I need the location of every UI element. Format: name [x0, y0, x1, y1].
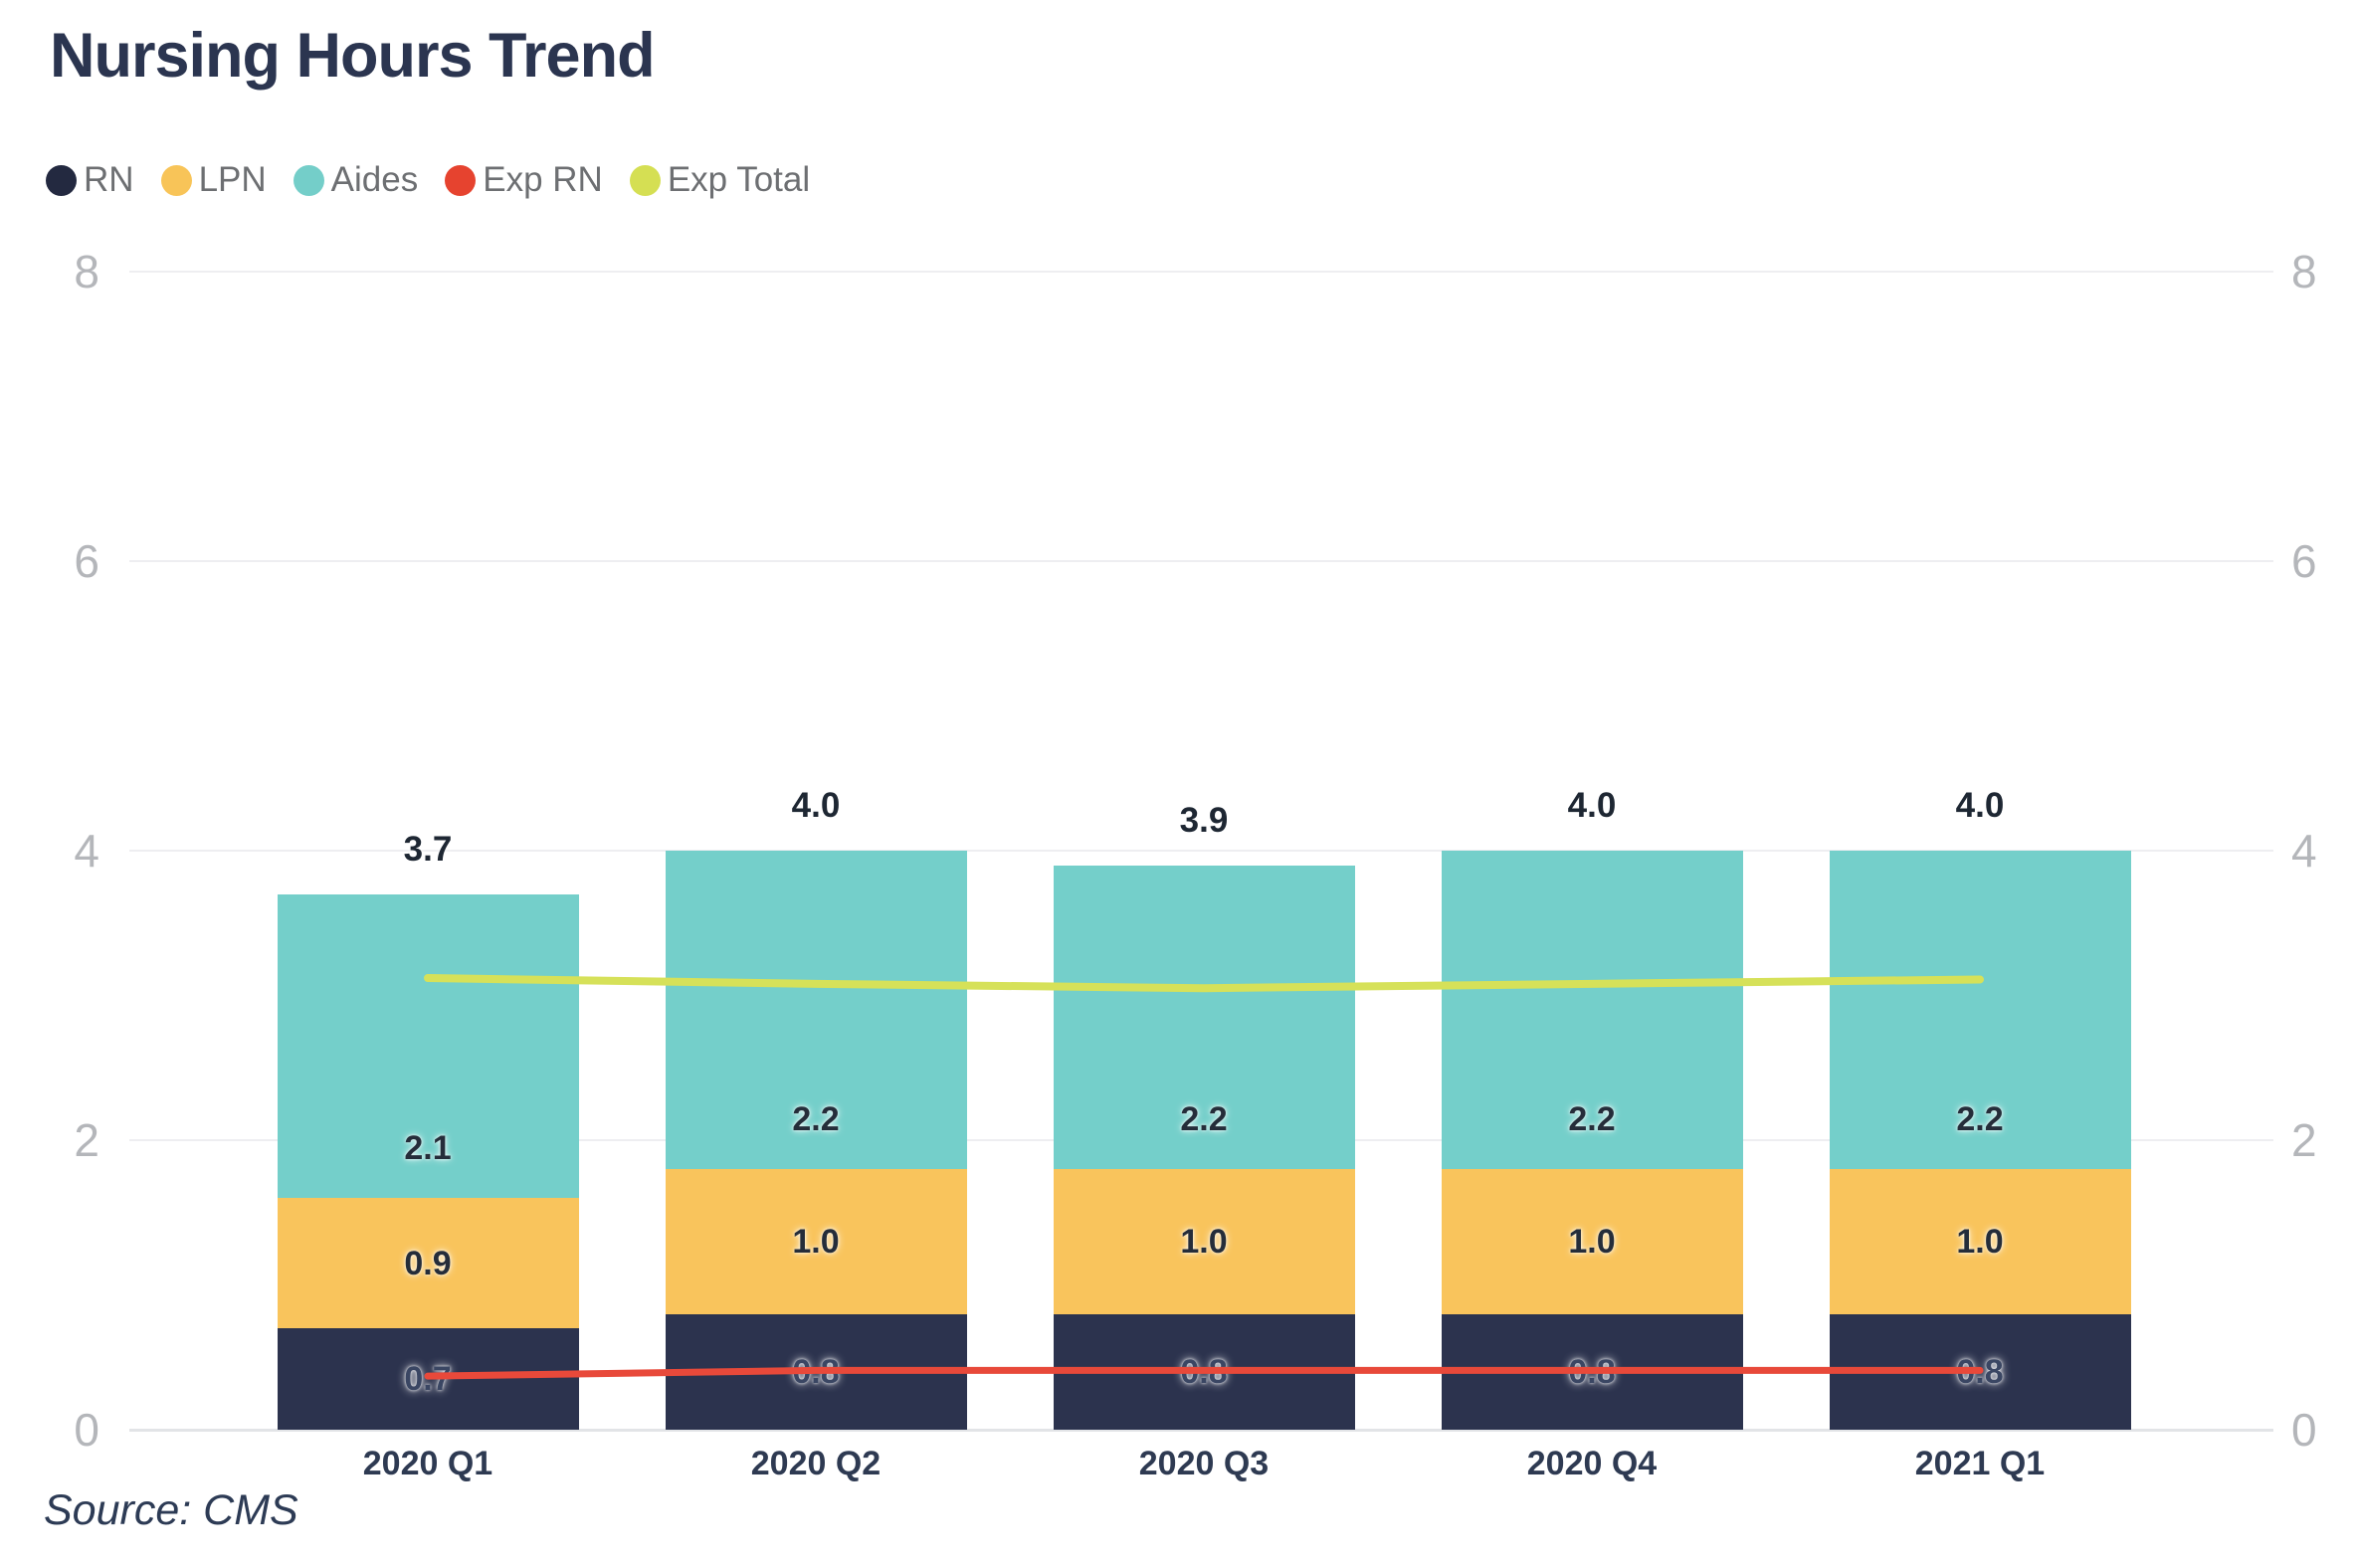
bar-total-label: 4.0 [791, 786, 841, 825]
legend-item-label: RN [84, 160, 134, 199]
y-axis-tick-right-0: 0 [2291, 1404, 2317, 1456]
bar-segment-lpn-2020-q3[interactable] [1053, 1169, 1355, 1314]
bar-total-label: 3.9 [1179, 800, 1229, 840]
legend-dot-icon [629, 164, 661, 196]
legend-dot-icon [293, 164, 324, 196]
bar-segment-lpn-2020-q2[interactable] [665, 1169, 967, 1314]
aides-value-label: 2.2 [1956, 1100, 2004, 1139]
gridline-y6 [129, 560, 2273, 562]
aides-value-label: 2.2 [792, 1100, 840, 1139]
legend-dot-icon [445, 164, 477, 196]
y-axis-tick-left-2: 2 [74, 1114, 99, 1166]
y-axis-tick-right-6: 6 [2291, 535, 2317, 587]
legend: RN LPN Aides Exp RN Exp Total [46, 157, 810, 203]
rn-value-label: 0.8 [1568, 1352, 1616, 1391]
bar-segment-aides-2021-q1[interactable] [1829, 851, 2131, 1170]
x-axis-tick-2020-q1: 2020 Q1 [362, 1445, 493, 1482]
x-axis-tick-2020-q3: 2020 Q3 [1138, 1445, 1270, 1482]
rn-value-label: 0.8 [792, 1352, 840, 1391]
rn-value-label: 0.8 [1956, 1352, 2004, 1391]
bar-segment-aides-2020-q1[interactable] [277, 893, 579, 1199]
bar-total-label: 3.7 [403, 829, 453, 869]
aides-value-label: 2.2 [1180, 1100, 1228, 1139]
bar-total-label: 4.0 [1955, 786, 2005, 825]
rn-value-label: 0.7 [404, 1360, 452, 1399]
lpn-value-label: 1.0 [792, 1222, 840, 1261]
legend-item-label: Exp RN [483, 160, 603, 199]
legend-item-label: Aides [330, 160, 419, 199]
legend-item-rn[interactable]: RN [46, 160, 134, 200]
bar-segment-aides-2020-q2[interactable] [665, 851, 967, 1170]
x-axis-tick-2020-q2: 2020 Q2 [750, 1445, 882, 1482]
legend-item-lpn[interactable]: LPN [160, 160, 267, 200]
y-axis-tick-left-6: 6 [74, 535, 99, 587]
aides-value-label: 2.2 [1568, 1100, 1616, 1139]
legend-item-exp-rn[interactable]: Exp RN [445, 160, 603, 200]
y-axis-tick-right-2: 2 [2291, 1114, 2317, 1166]
y-axis-tick-right-8: 8 [2291, 246, 2317, 297]
bar-segment-aides-2020-q3[interactable] [1053, 865, 1355, 1170]
legend-item-exp-total[interactable]: Exp Total [629, 160, 811, 200]
lpn-value-label: 0.9 [404, 1244, 452, 1282]
bar-total-label: 4.0 [1567, 786, 1617, 825]
legend-dot-icon [160, 164, 192, 196]
y-axis-tick-left-0: 0 [74, 1404, 99, 1456]
aides-value-label: 2.1 [404, 1129, 452, 1168]
lpn-value-label: 1.0 [1956, 1222, 2004, 1261]
lpn-value-label: 1.0 [1568, 1222, 1616, 1261]
y-axis-tick-left-8: 8 [74, 246, 99, 297]
gridline-y4 [129, 850, 2273, 852]
bar-segment-lpn-2020-q4[interactable] [1441, 1169, 1743, 1314]
y-axis-tick-right-4: 4 [2291, 825, 2317, 877]
bar-segment-aides-2020-q4[interactable] [1441, 851, 1743, 1170]
legend-item-aides[interactable]: Aides [293, 160, 419, 200]
gridline-y8 [129, 271, 2273, 273]
y-axis-tick-left-4: 4 [74, 825, 99, 877]
chart-title: Nursing Hours Trend [50, 21, 656, 91]
x-axis-tick-2021-q1: 2021 Q1 [1914, 1445, 2046, 1482]
source-note: Source: CMS [44, 1486, 298, 1534]
legend-item-label: Exp Total [667, 160, 811, 199]
bar-segment-lpn-2020-q1[interactable] [277, 1198, 579, 1329]
legend-item-label: LPN [198, 160, 267, 199]
rn-value-label: 0.8 [1180, 1352, 1228, 1391]
x-axis-tick-2020-q4: 2020 Q4 [1526, 1445, 1658, 1482]
bar-segment-lpn-2021-q1[interactable] [1829, 1169, 2131, 1314]
legend-dot-icon [46, 164, 77, 196]
lpn-value-label: 1.0 [1180, 1222, 1228, 1261]
gridline-y0 [129, 1429, 2273, 1432]
